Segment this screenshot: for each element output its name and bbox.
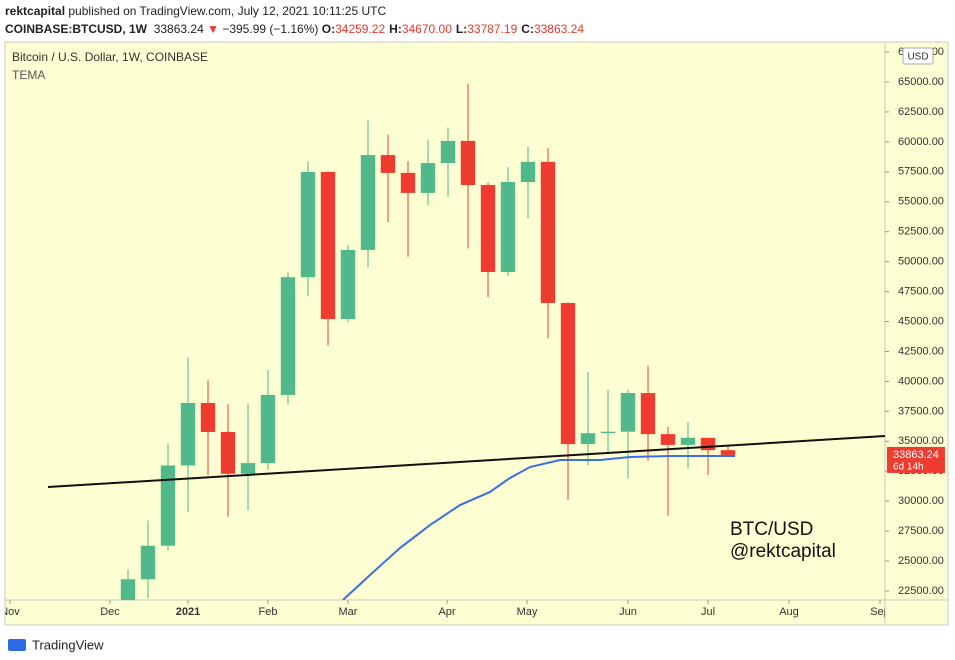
plot-area — [47, 83, 885, 600]
candle-body — [320, 171, 336, 320]
candle-body — [580, 433, 596, 445]
price-badge — [887, 446, 945, 473]
ohlc-label: O: — [321, 22, 336, 36]
y-tick-label: 22500.00 — [898, 585, 944, 597]
change: −395.99 (−1.16%) — [222, 22, 319, 36]
x-tick-label: Dec — [100, 606, 120, 618]
candle-body — [520, 161, 536, 183]
chart-title: Bitcoin / U.S. Dollar, 1W, COINBASE — [12, 50, 208, 64]
y-tick-label: 35000.00 — [898, 435, 944, 447]
y-tick-label: 37500.00 — [898, 405, 944, 417]
candle-body — [280, 277, 296, 395]
currency-badge — [902, 47, 934, 65]
x-tick-label: May — [517, 606, 538, 618]
candle-body — [120, 579, 136, 600]
x-tick-label: Jul — [701, 606, 715, 618]
published: published on TradingView.com, July 12, 2… — [68, 4, 387, 18]
y-tick-label: 52500.00 — [898, 226, 944, 238]
candle-body — [400, 172, 416, 193]
candle-body — [300, 171, 316, 278]
y-tick-label: 65000.00 — [898, 76, 944, 88]
candle-body — [140, 545, 156, 580]
y-tick-label: 42500.00 — [898, 345, 944, 357]
ohlc-label: L: — [455, 22, 468, 36]
candle-body — [560, 302, 576, 445]
candle-body — [180, 402, 196, 466]
symbol: COINBASE:BTCUSD, 1W — [5, 22, 148, 36]
candle-body — [240, 463, 256, 474]
candle-body — [500, 182, 516, 272]
header-line: COINBASE:BTCUSD, 1W 33863.24 ▼ −395.99 (… — [5, 20, 588, 38]
candle-body — [440, 140, 456, 164]
countdown: 6d 14h — [893, 462, 924, 473]
time-axis: Nov Dec 2021 Feb Mar Apr May Jun Jul Aug Sep — [0, 600, 890, 618]
price-axis: 22500.0025000.0027500.0030000.0032500.00… — [885, 46, 945, 597]
y-tick-label: 50000.00 — [898, 256, 944, 268]
candle-body — [620, 393, 636, 432]
ohlc-label: H: — [389, 22, 402, 36]
trend-line — [47, 435, 885, 489]
annotation: BTC/USD — [730, 519, 813, 540]
x-tick-label: Sep — [870, 606, 890, 618]
y-tick-label: 40000.00 — [898, 375, 944, 387]
candle-body — [220, 431, 236, 474]
currency-label: USD — [907, 52, 928, 63]
candle-body — [660, 434, 676, 445]
candle-body — [160, 465, 176, 546]
candle-body — [360, 155, 376, 250]
candle-body — [720, 450, 736, 455]
candle-body — [380, 155, 396, 173]
ohlc-label: C: — [521, 22, 534, 36]
x-tick-label: 2021 — [176, 606, 200, 618]
y-tick-label: 27500.00 — [898, 525, 944, 537]
candle-body — [540, 161, 556, 303]
candle-body — [480, 185, 496, 272]
logo — [8, 639, 26, 651]
brand: TradingView — [32, 637, 104, 652]
y-tick-label: 62500.00 — [898, 106, 944, 118]
y-tick-label: 55000.00 — [898, 196, 944, 208]
x-tick-label: Aug — [779, 606, 799, 618]
y-tick-label: 47500.00 — [898, 286, 944, 298]
candle-body — [680, 437, 696, 445]
annotation: @rektcapital — [730, 541, 836, 562]
price-badge-label: 33863.24 — [893, 449, 939, 461]
candle-body — [640, 393, 656, 435]
header: rektcapital published on TradingView.com… — [5, 2, 588, 38]
arrow: ▼ — [207, 22, 219, 36]
candle-body — [700, 437, 716, 451]
ohlc-value: 34259.22 — [335, 22, 386, 36]
x-tick-label: Apr — [438, 606, 455, 618]
ohlc: O:34259.22 H:34670.00 L:33787.19 C:33863.24 — [322, 22, 588, 36]
candle-body — [340, 249, 356, 320]
candle-body — [460, 140, 476, 186]
y-tick-label: 30000.00 — [898, 495, 944, 507]
x-tick-label: Nov — [0, 606, 20, 618]
candle-body — [420, 163, 436, 193]
ohlc-value: 33863.24 — [533, 22, 585, 36]
last: 33863.24 — [153, 22, 204, 36]
x-tick-label: Mar — [339, 606, 358, 618]
y-tick-label: 25000.00 — [898, 555, 944, 567]
author: rektcapital — [5, 4, 66, 18]
ohlc-value: 33787.19 — [467, 22, 518, 36]
y-tick-label: 57500.00 — [898, 166, 944, 178]
header-line: rektcapital published on TradingView.com… — [5, 2, 588, 20]
candle-body — [260, 394, 276, 464]
x-tick-label: Feb — [259, 606, 278, 618]
candle-body — [600, 431, 616, 434]
indicator-label: TEMA — [12, 68, 45, 82]
y-tick-label: 60000.00 — [898, 136, 944, 148]
candle-body — [200, 402, 216, 432]
footer: TradingView — [8, 637, 104, 652]
y-tick-label: 45000.00 — [898, 315, 944, 327]
x-tick-label: Jun — [619, 606, 637, 618]
ohlc-value: 34670.00 — [401, 22, 452, 36]
indicator-line — [342, 455, 735, 600]
